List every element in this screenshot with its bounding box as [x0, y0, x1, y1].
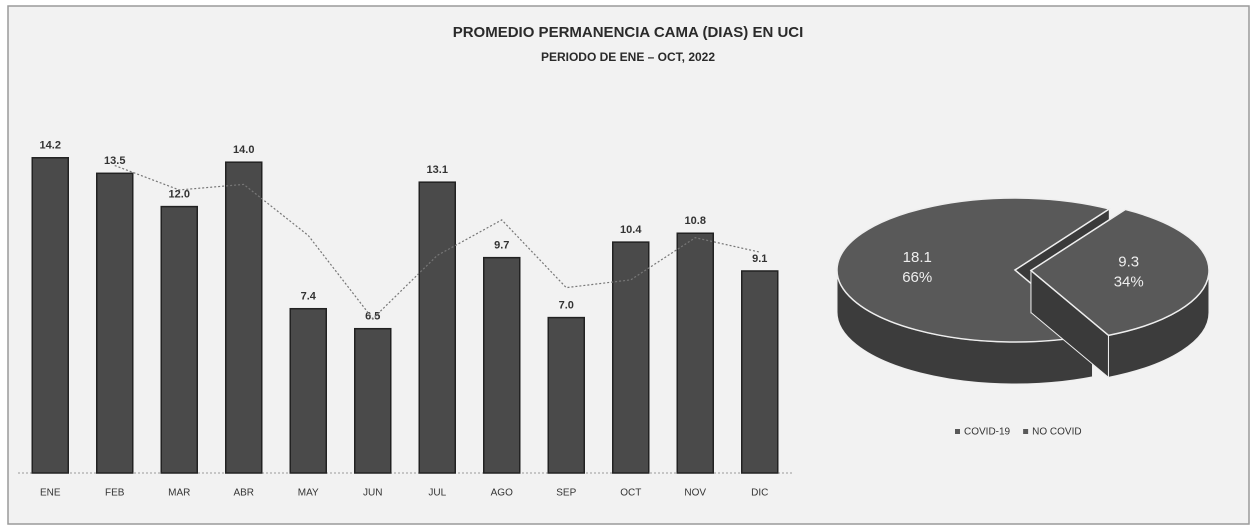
data-label: 13.1: [427, 164, 448, 176]
x-tick-label: DIC: [751, 488, 768, 499]
x-tick-label: SEP: [556, 488, 576, 499]
data-label: 9.3: [1118, 254, 1139, 271]
x-tick-label: MAY: [298, 488, 319, 499]
bar: [289, 307, 327, 474]
data-label: 9.1: [752, 253, 767, 265]
data-label: 10.4: [620, 224, 642, 236]
bar: [676, 232, 714, 474]
data-label: 14.0: [233, 144, 254, 156]
data-label: 9.7: [494, 240, 509, 252]
x-tick-label: JUL: [428, 488, 446, 499]
bar: [483, 256, 521, 474]
x-tick-label: JUN: [363, 488, 382, 499]
legend-label: NO COVID: [1032, 427, 1081, 438]
trend-line: [114, 164, 760, 320]
data-label: 7.4: [301, 291, 317, 303]
data-label: 18.1: [903, 249, 932, 266]
data-label: 10.8: [685, 215, 706, 227]
data-label: 12.0: [169, 189, 190, 201]
chart-subtitle: PERIODO DE ENE – OCT, 2022: [541, 50, 715, 64]
bar: [31, 157, 69, 474]
bar: [418, 181, 456, 474]
bar: [354, 327, 392, 474]
x-tick-label: MAR: [168, 488, 190, 499]
x-tick-label: OCT: [620, 488, 641, 499]
bar: [160, 205, 198, 474]
x-tick-label: ENE: [40, 488, 61, 499]
data-label: 34%: [1114, 274, 1144, 291]
bar: [547, 316, 585, 474]
data-label: 13.5: [104, 155, 125, 167]
data-label: 7.0: [559, 300, 574, 312]
legend-swatch: [955, 429, 960, 434]
data-label: 66%: [902, 269, 932, 286]
x-tick-label: FEB: [105, 488, 125, 499]
bar: [225, 161, 263, 474]
x-tick-label: AGO: [491, 488, 513, 499]
chart-title: PROMEDIO PERMANENCIA CAMA (DIAS) EN UCI: [453, 24, 804, 41]
legend-label: COVID-19: [964, 427, 1011, 438]
bar: [612, 241, 650, 474]
bar: [741, 270, 779, 474]
x-tick-label: ABR: [233, 488, 254, 499]
pie-slice: [1029, 208, 1210, 337]
legend-swatch: [1023, 429, 1029, 434]
data-label: 14.2: [40, 140, 61, 152]
bar: [96, 172, 134, 474]
data-label: 6.5: [365, 311, 380, 323]
x-tick-label: NOV: [684, 488, 706, 499]
